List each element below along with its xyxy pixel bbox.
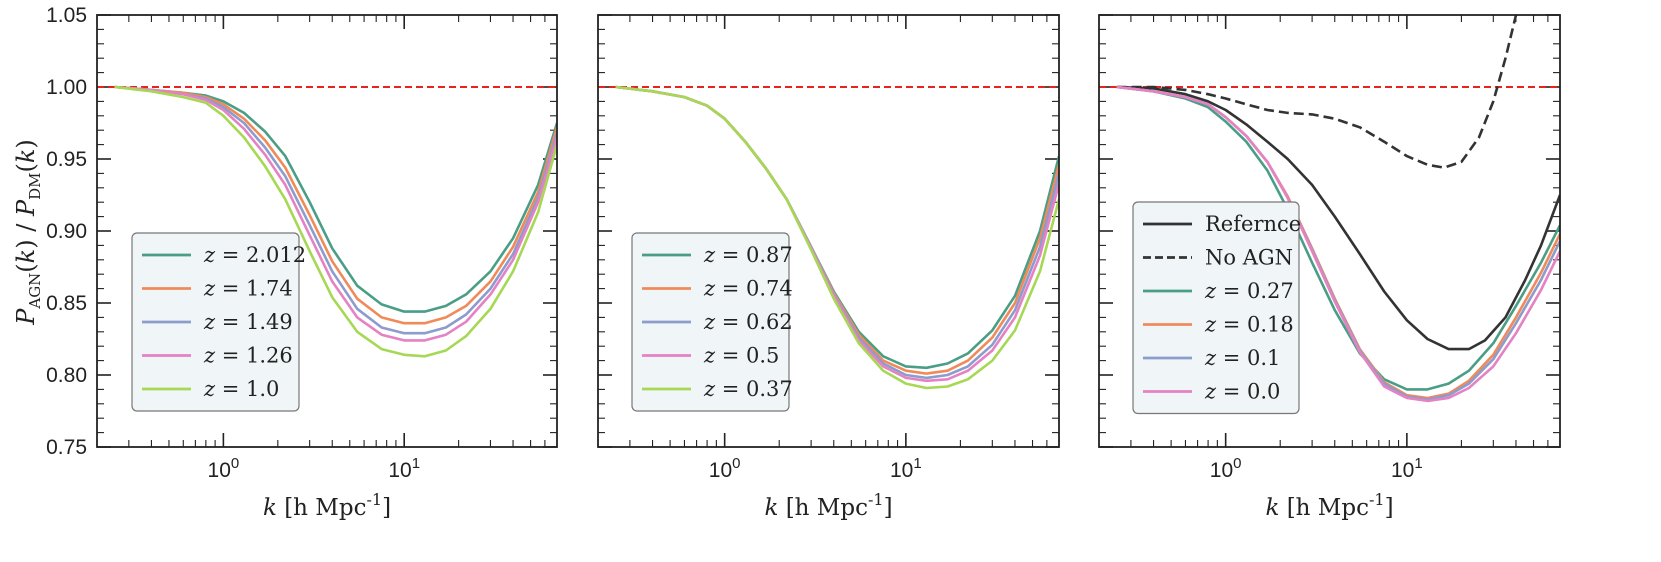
series-line-2 bbox=[1116, 85, 1560, 391]
x-tick-label: 101 bbox=[388, 455, 420, 482]
legend-label: z = 1.49 bbox=[203, 310, 293, 334]
series-line-1 bbox=[1116, 15, 1518, 169]
series-line-4 bbox=[114, 85, 557, 358]
chart-panel-right: 100 101 k [h Mpc-1] Refernce No AGN z = 0.27 z… bbox=[1098, 14, 1561, 521]
legend-label: z = 0.1 bbox=[1204, 346, 1280, 370]
x-axis-label: k [h Mpc-1] bbox=[1265, 490, 1393, 521]
legend-label: z = 0.18 bbox=[1204, 313, 1294, 337]
series-line-2 bbox=[114, 85, 557, 335]
series-group bbox=[114, 85, 557, 358]
series-line-1 bbox=[114, 85, 557, 325]
legend-label: z = 0.87 bbox=[703, 243, 793, 267]
series-group bbox=[1116, 15, 1560, 403]
series-line-4 bbox=[615, 85, 1059, 390]
legend-label: z = 1.0 bbox=[203, 377, 279, 401]
series-group bbox=[615, 85, 1059, 390]
chart-panel-middle: 100 101 k [h Mpc-1] z = 0.87 z = 0.74 z = 0.6… bbox=[597, 14, 1060, 521]
x-axis-label: k [h Mpc-1] bbox=[764, 490, 892, 521]
series-line-3 bbox=[114, 85, 557, 342]
legend-label: No AGN bbox=[1205, 246, 1293, 270]
x-tick-label: 100 bbox=[709, 455, 741, 482]
x-tick-label: 100 bbox=[208, 455, 240, 482]
legend-label: z = 1.74 bbox=[203, 277, 293, 301]
y-tick-label: 1.00 bbox=[46, 76, 87, 99]
legend-box bbox=[1132, 201, 1300, 415]
legend-label: z = 0.5 bbox=[703, 344, 779, 368]
legend: Refernce No AGN z = 0.27 z = 0.18 z = 0.1 z =… bbox=[1132, 201, 1301, 415]
series-line-5 bbox=[1116, 85, 1560, 403]
x-axis-label: k [h Mpc-1] bbox=[263, 490, 391, 521]
legend: z = 0.87 z = 0.74 z = 0.62 z = 0.5 z = 0.37 bbox=[631, 232, 793, 412]
axes-frame bbox=[1098, 14, 1561, 448]
axes-frame bbox=[96, 14, 558, 448]
series-line-0 bbox=[1116, 85, 1560, 351]
chart-panel-left: 0.75 0.80 0.85 0.90 0.95 1.00 1.05 100 101 k [h M… bbox=[46, 4, 558, 521]
y-tick-label: 0.90 bbox=[46, 220, 87, 243]
y-tick-label: 0.85 bbox=[46, 292, 87, 315]
y-tick-label: 0.75 bbox=[46, 436, 87, 459]
legend-label: z = 0.62 bbox=[703, 310, 793, 334]
legend-label: z = 1.26 bbox=[203, 344, 293, 368]
legend-label: z = 0.37 bbox=[703, 377, 793, 401]
x-tick-label: 101 bbox=[1391, 455, 1423, 482]
legend: z = 2.012 z = 1.74 z = 1.49 z = 1.26 z = 1.0 bbox=[131, 232, 306, 412]
svg-text:PAGN(k) / PDM(k): PAGN(k) / PDM(k) bbox=[12, 139, 44, 326]
series-line-0 bbox=[114, 85, 557, 313]
y-axis-label: PAGN(k) / PDM(k) bbox=[12, 139, 44, 326]
x-tick-label: 100 bbox=[1210, 455, 1242, 482]
y-tick-label: 0.80 bbox=[46, 364, 87, 387]
x-tick-label: 101 bbox=[890, 455, 922, 482]
legend-label: z = 0.0 bbox=[1204, 380, 1280, 404]
legend-box bbox=[131, 232, 300, 412]
legend-box bbox=[631, 232, 790, 412]
y-tick-label: 0.95 bbox=[46, 148, 87, 171]
legend-label: Refernce bbox=[1205, 212, 1301, 236]
y-tick-label: 1.05 bbox=[46, 4, 87, 27]
legend-label: z = 0.74 bbox=[703, 277, 793, 301]
legend-label: z = 0.27 bbox=[1204, 279, 1294, 303]
legend-label: z = 2.012 bbox=[203, 243, 306, 267]
axes-frame bbox=[597, 14, 1060, 448]
